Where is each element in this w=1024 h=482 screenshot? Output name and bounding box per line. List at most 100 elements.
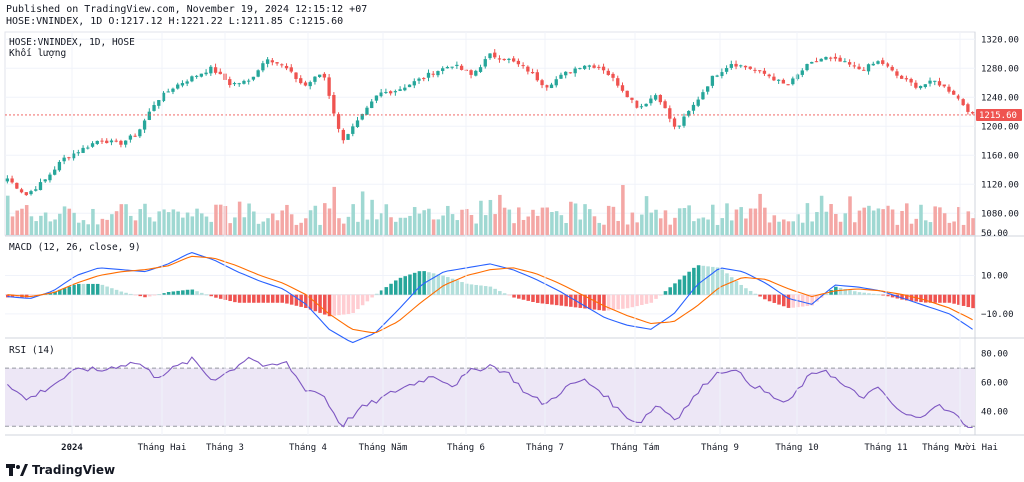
macd-histogram-bar bbox=[479, 285, 483, 295]
volume-bar bbox=[114, 211, 119, 235]
volume-bar bbox=[275, 220, 280, 235]
candle-body bbox=[142, 120, 147, 130]
candle-body bbox=[743, 65, 748, 68]
volume-bar bbox=[62, 206, 67, 235]
volume-bar bbox=[166, 212, 171, 235]
candle-body bbox=[881, 60, 885, 64]
macd-histogram-bar bbox=[734, 281, 739, 295]
candle-body bbox=[554, 79, 558, 86]
macd-histogram-bar bbox=[270, 294, 275, 303]
volume-bar bbox=[772, 215, 777, 235]
volume-bar bbox=[323, 203, 327, 235]
volume-bar bbox=[209, 221, 213, 235]
candle-body bbox=[100, 140, 104, 142]
volume-bar bbox=[715, 224, 720, 235]
candle-body bbox=[819, 58, 823, 62]
volume-bar bbox=[403, 217, 407, 235]
rsi-tick-label: 80.00 bbox=[981, 350, 1008, 360]
time-tick-label: Tháng 9 bbox=[701, 443, 739, 453]
candle-body bbox=[322, 73, 327, 78]
tradingview-logo[interactable]: TradingView bbox=[6, 463, 115, 477]
macd-histogram-bar bbox=[446, 277, 450, 295]
candle-body bbox=[672, 118, 677, 127]
candle-body bbox=[152, 105, 156, 111]
candle-body bbox=[620, 85, 625, 91]
macd-histogram-bar bbox=[654, 294, 658, 299]
candle-body bbox=[422, 78, 426, 80]
volume-pane-label: Khối lượng bbox=[9, 48, 67, 59]
macd-histogram-bar bbox=[304, 294, 308, 308]
volume-bar bbox=[748, 208, 753, 235]
macd-line bbox=[7, 252, 973, 344]
volume-bar bbox=[668, 224, 672, 235]
volume-bar bbox=[455, 220, 460, 235]
macd-histogram-bar bbox=[805, 294, 810, 307]
candle-body bbox=[942, 84, 946, 87]
candle-body bbox=[105, 140, 109, 144]
macd-histogram-bar bbox=[535, 294, 540, 303]
volume-bar bbox=[900, 210, 904, 235]
volume-bar bbox=[100, 218, 105, 235]
candle-body bbox=[71, 153, 76, 159]
candle-body bbox=[611, 73, 615, 78]
macd-histogram-bar bbox=[606, 294, 611, 311]
macd-histogram-bar bbox=[280, 294, 284, 303]
macd-histogram-bar bbox=[512, 294, 516, 298]
volume-bar bbox=[914, 218, 919, 235]
candle-body bbox=[810, 61, 814, 64]
volume-bar bbox=[625, 224, 630, 235]
volume-bar bbox=[370, 199, 374, 235]
volume-bar bbox=[517, 207, 521, 235]
candle-body bbox=[758, 70, 762, 72]
candle-body bbox=[829, 57, 833, 59]
volume-bar bbox=[6, 195, 10, 235]
volume-bar bbox=[446, 205, 450, 235]
macd-histogram-bar bbox=[195, 291, 199, 295]
macd-histogram-bar bbox=[611, 294, 616, 310]
volume-bar bbox=[384, 204, 389, 235]
volume-bar bbox=[261, 221, 266, 235]
candle-body bbox=[15, 182, 19, 189]
macd-histogram-bar bbox=[923, 294, 928, 303]
macd-histogram-bar bbox=[356, 294, 360, 310]
candle-body bbox=[445, 67, 450, 69]
candle-body bbox=[549, 84, 554, 89]
macd-histogram-bar bbox=[474, 284, 478, 295]
candle-body bbox=[696, 99, 700, 106]
volume-bar bbox=[862, 207, 866, 235]
macd-histogram-bar bbox=[763, 294, 767, 300]
volume-bar bbox=[782, 219, 786, 235]
macd-histogram-bar bbox=[706, 266, 710, 295]
macd-histogram-bar bbox=[176, 290, 180, 295]
time-tick-label: Tháng 10 bbox=[775, 443, 818, 453]
macd-histogram-bar bbox=[209, 294, 213, 297]
volume-bar bbox=[706, 219, 710, 235]
candle-body bbox=[24, 192, 28, 196]
macd-histogram-bar bbox=[228, 294, 232, 302]
macd-histogram-bar bbox=[507, 294, 512, 296]
macd-histogram-bar bbox=[81, 283, 86, 295]
macd-histogram-bar bbox=[890, 294, 895, 298]
macd-histogram-bar bbox=[843, 288, 848, 295]
volume-bar bbox=[214, 204, 218, 235]
candle-body bbox=[299, 78, 303, 84]
candle-body bbox=[781, 79, 786, 84]
candle-body bbox=[280, 64, 284, 66]
candle-body bbox=[857, 66, 861, 70]
volume-bar bbox=[578, 219, 583, 235]
candle-body bbox=[597, 66, 601, 68]
candle-body bbox=[379, 92, 383, 97]
candle-body bbox=[923, 84, 927, 88]
candle-body bbox=[592, 65, 596, 68]
macd-histogram-bar bbox=[119, 291, 124, 295]
volume-bar bbox=[91, 208, 95, 235]
candle-body bbox=[81, 147, 85, 153]
candle-body bbox=[124, 140, 128, 145]
macd-histogram-bar bbox=[815, 294, 819, 302]
candle-body bbox=[900, 75, 904, 79]
volume-bar bbox=[171, 209, 176, 235]
candle-body bbox=[67, 157, 71, 159]
macd-histogram-bar bbox=[583, 294, 587, 309]
candle-body bbox=[606, 70, 610, 75]
